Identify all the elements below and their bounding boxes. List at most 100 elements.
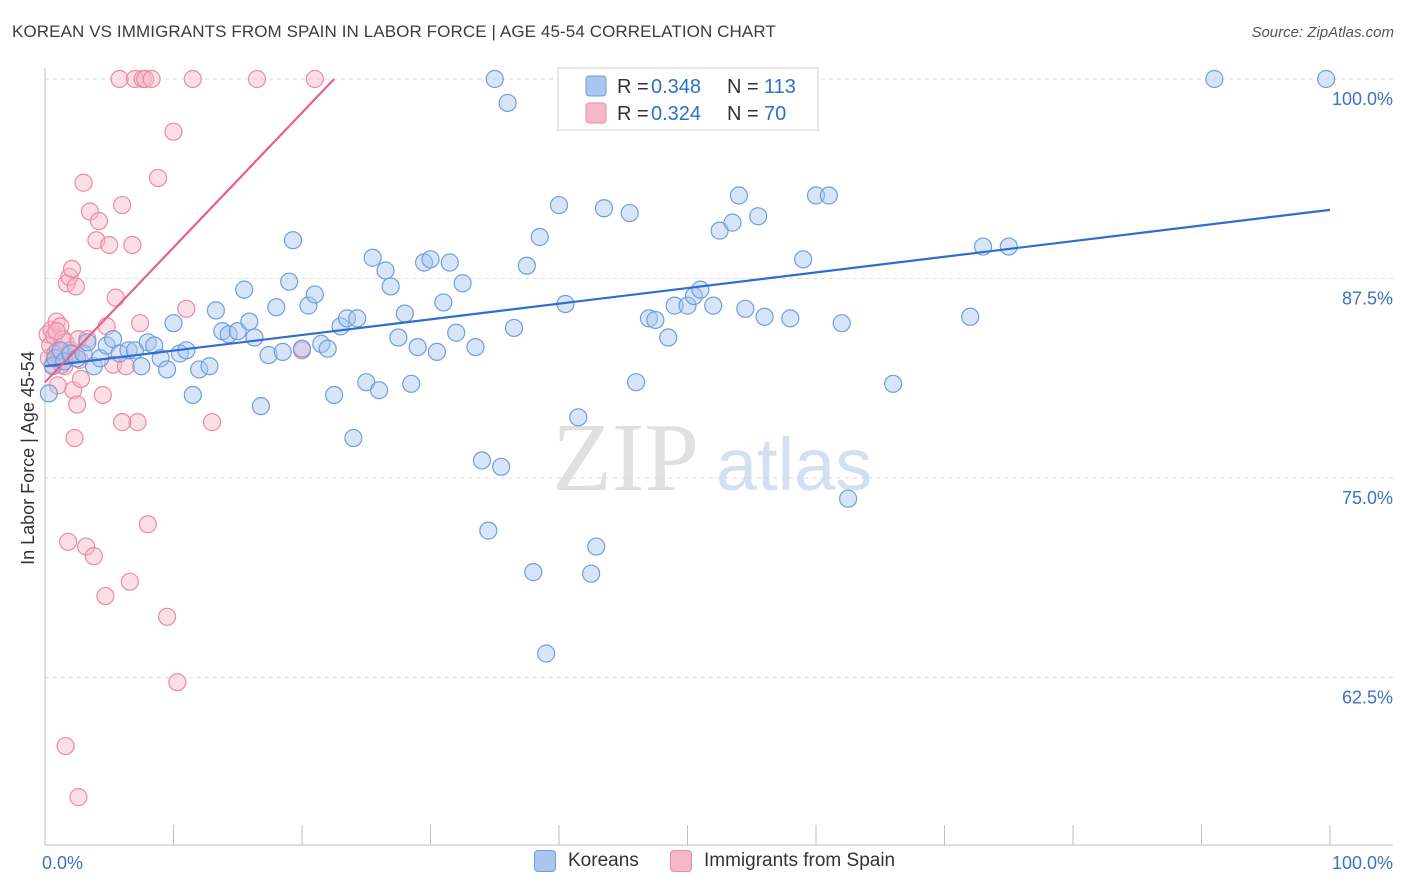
point-korean (344, 428, 363, 448)
point-spain (74, 173, 93, 192)
point-spain (183, 69, 202, 89)
point-korean (999, 237, 1018, 256)
watermark: ZIP atlas (552, 404, 872, 512)
y-tick-label: 100.0% (1332, 89, 1393, 109)
chart-title: KOREAN VS IMMIGRANTS FROM SPAIN IN LABOR… (12, 22, 776, 41)
point-korean (381, 277, 400, 296)
legend-r-label-koreans: R = (617, 76, 649, 98)
point-korean (51, 341, 70, 360)
legend-r-label-spain: R = (617, 103, 649, 125)
point-korean (434, 293, 453, 312)
point-spain (66, 277, 85, 296)
point-korean (466, 338, 485, 357)
point-korean (594, 199, 614, 218)
point-spain (157, 607, 177, 626)
point-spain (110, 69, 129, 89)
point-korean (408, 338, 427, 357)
point-spain (47, 322, 66, 341)
point-korean (498, 93, 517, 113)
point-spain (65, 428, 84, 448)
point-spain (96, 586, 115, 606)
legend-n-label-spain: N = (727, 103, 759, 125)
point-korean (626, 373, 646, 392)
x-tick-label: 100.0% (1332, 853, 1393, 873)
point-spain (138, 515, 157, 534)
point-korean (447, 323, 466, 342)
point-korean (639, 309, 659, 328)
point-spain (106, 288, 125, 307)
point-korean (1205, 69, 1224, 89)
bottom-legend-label-spain: Immigrants from Spain (704, 850, 896, 871)
point-korean (200, 357, 219, 376)
legend-n-value-koreans: 113 (764, 76, 796, 98)
chart-source: Source: ZipAtlas.com (1251, 24, 1394, 41)
point-spain (164, 122, 183, 141)
y-tick-label: 87.5% (1342, 288, 1393, 308)
point-korean (961, 307, 980, 326)
point-spain (120, 572, 139, 591)
point-korean (325, 385, 344, 405)
point-spain (77, 537, 96, 556)
point-korean (299, 296, 318, 315)
point-korean (806, 186, 826, 205)
point-spain (62, 259, 82, 279)
legend: R = 0.348 N = 113 R = 0.324 N = 70 (557, 67, 819, 131)
point-korean (292, 339, 312, 358)
axes: 62.5% 75.0% 87.5% 100.0% 0.0% 100.0% (42, 68, 1393, 873)
point-korean (883, 374, 903, 393)
point-korean (755, 307, 774, 326)
point-korean (646, 310, 665, 330)
point-korean (363, 248, 382, 267)
trend-line-koreans (44, 208, 1331, 368)
legend-n-label-koreans: N = (727, 76, 759, 98)
point-korean (569, 408, 588, 427)
point-spain (112, 413, 132, 432)
legend-swatch-koreans (585, 75, 607, 97)
point-korean (251, 397, 270, 416)
point-spain (128, 413, 147, 432)
point-korean (819, 186, 838, 205)
point-korean (39, 384, 58, 403)
point-korean (280, 272, 299, 291)
legend-n-value-spain: 70 (764, 103, 786, 125)
y-tick-label: 75.0% (1342, 488, 1393, 508)
point-korean (530, 227, 549, 247)
bottom-legend-koreans: Koreans (534, 850, 639, 872)
point-spain (68, 395, 87, 414)
gridlines (45, 78, 1393, 678)
point-korean (337, 309, 357, 328)
point-korean (485, 69, 504, 89)
point-korean (453, 274, 472, 293)
point-korean (376, 261, 395, 280)
point-korean (183, 385, 202, 405)
point-spain (69, 788, 88, 807)
point-spain (123, 235, 142, 255)
trend-lines (44, 78, 1331, 383)
point-spain (168, 673, 187, 692)
point-korean (665, 296, 684, 315)
bottom-legend-label-koreans: Koreans (568, 850, 639, 871)
legend-r-value-koreans: 0.348 (651, 76, 701, 98)
point-spain (93, 385, 112, 405)
point-korean (157, 360, 177, 379)
point-spain (142, 69, 161, 89)
point-korean (190, 360, 209, 379)
point-korean (479, 521, 498, 540)
point-korean (504, 318, 524, 338)
point-korean (620, 203, 639, 223)
point-spain (112, 195, 132, 215)
point-spain (71, 369, 91, 389)
point-spain (56, 736, 75, 756)
point-spain (202, 413, 222, 432)
point-korean (492, 457, 511, 476)
point-spain (100, 235, 119, 255)
point-korean (537, 644, 556, 663)
point-spain (136, 69, 155, 89)
point-spain (177, 299, 196, 318)
point-spain (84, 547, 103, 566)
point-korean (524, 563, 543, 582)
point-spain (247, 69, 267, 89)
point-spain (305, 69, 324, 89)
point-korean (348, 309, 367, 328)
